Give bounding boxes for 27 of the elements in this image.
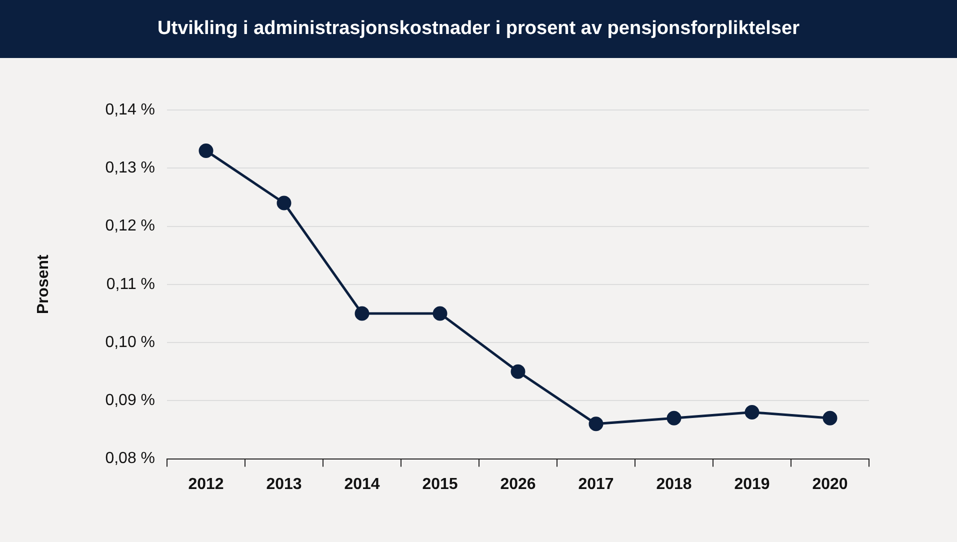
y-tick-label: 0,14 % <box>105 101 156 118</box>
y-tick-label: 0,11 % <box>106 276 156 293</box>
y-tick-label: 0,08 % <box>105 450 156 468</box>
y-tick-label: 0,12 % <box>105 218 156 235</box>
point <box>588 416 604 432</box>
x-tick-label: 2012 <box>188 476 224 493</box>
x-tick-label: 2014 <box>344 476 380 493</box>
y-tick-label: 0,13 % <box>105 160 156 177</box>
y-tick-label: 0,10 % <box>105 334 156 351</box>
point <box>744 405 760 420</box>
x-tick-label: 2015 <box>422 476 458 493</box>
point <box>432 306 448 321</box>
point <box>276 196 292 210</box>
y-axis-title: Prosent <box>35 254 52 314</box>
x-tick-label: 2020 <box>812 476 848 493</box>
chart-title: Utvikling i administrasjonskostnader i prosent av pensjonsforpliktelser <box>0 0 957 58</box>
point <box>822 410 838 426</box>
x-tick-label: 2017 <box>578 476 614 493</box>
point <box>354 306 370 321</box>
x-tick-label: 2013 <box>266 476 302 493</box>
point <box>510 364 526 379</box>
x-tick-label: 2018 <box>656 476 692 493</box>
point <box>198 143 214 158</box>
point <box>666 410 682 426</box>
y-tick-label: 0,09 % <box>105 392 156 410</box>
x-tick-label: 2019 <box>734 476 770 493</box>
x-tick-label: 2026 <box>500 476 536 493</box>
